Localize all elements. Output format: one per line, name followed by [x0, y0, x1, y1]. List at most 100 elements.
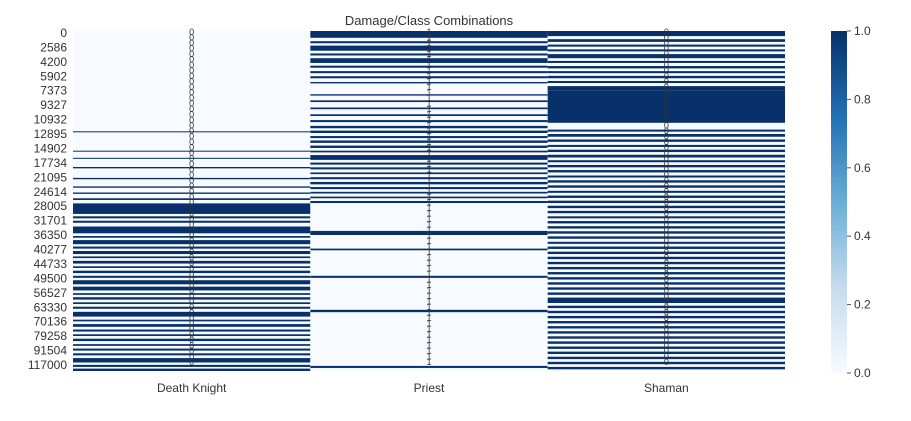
cell-annotation: 1: [426, 143, 431, 153]
y-tick-label: 0: [60, 26, 67, 40]
cell-annotation: 0: [189, 99, 194, 109]
colorbar-tick-label: 0.4: [854, 229, 871, 243]
cell-annotation: 0: [664, 33, 669, 43]
cell-annotation: 0: [664, 27, 669, 37]
cell-annotation: 0: [664, 176, 669, 186]
heatmap-band: [547, 31, 785, 37]
cell-annotation: 1: [426, 225, 431, 235]
cell-annotation: 1: [426, 55, 431, 65]
cell-annotation: 0: [189, 275, 194, 285]
cell-annotation: 0: [664, 324, 669, 334]
cell-annotation: 0: [664, 231, 669, 241]
cell-annotation: 0: [189, 55, 194, 65]
cell-annotation: 0: [664, 275, 669, 285]
cell-annotation: 1: [426, 357, 431, 367]
cell-annotation: 0: [189, 220, 194, 230]
cell-annotation: 0: [664, 291, 669, 301]
heatmap-band: [547, 210, 785, 214]
heatmap-band: [73, 275, 311, 278]
heatmap-band: [547, 326, 785, 329]
cell-annotation: 0: [189, 121, 194, 131]
cell-annotation: 1: [426, 44, 431, 54]
y-tick-label: 36350: [34, 228, 68, 242]
cell-annotation: 1: [426, 319, 431, 329]
heatmap-band: [547, 310, 785, 314]
cell-annotation: 0: [664, 335, 669, 345]
cell-annotation: 1: [426, 170, 431, 180]
cell-annotation: 0: [189, 77, 194, 87]
heatmap-band: [73, 198, 311, 200]
cell-annotation: 1: [426, 346, 431, 356]
cell-annotation: 1: [426, 126, 431, 136]
heatmap-band: [547, 44, 785, 47]
cell-annotation: 1: [426, 60, 431, 70]
cell-annotation: 1: [426, 154, 431, 164]
heatmap-band: [547, 346, 785, 349]
heatmap-band: [547, 71, 785, 74]
cell-annotation: 0: [189, 302, 194, 312]
cell-annotation: 0: [189, 236, 194, 246]
y-tick-label: 14902: [34, 141, 68, 155]
cell-annotation: 0: [189, 71, 194, 81]
heatmap-band: [547, 60, 785, 63]
heatmap-band: [547, 175, 785, 178]
cell-annotation: 0: [664, 137, 669, 147]
heatmap-band: [310, 140, 548, 143]
cell-annotation: 1: [426, 137, 431, 147]
heatmap-band: [73, 297, 311, 300]
y-tick-label: 5902: [40, 69, 67, 83]
cell-annotation: 0: [189, 148, 194, 158]
heatmap-band: [547, 185, 785, 188]
heatmap-band: [547, 231, 785, 234]
cell-annotation: 0: [189, 27, 194, 37]
heatmap-band: [310, 196, 548, 199]
colorbar: [831, 31, 847, 373]
heatmap-band: [547, 256, 785, 260]
cell-annotation: 0: [664, 165, 669, 175]
cell-annotation: 0: [664, 269, 669, 279]
heatmap-band: [310, 130, 548, 133]
cell-annotation: 1: [426, 110, 431, 120]
cell-annotation: 0: [664, 187, 669, 197]
cell-annotation: 0: [664, 49, 669, 59]
cell-annotation: 0: [664, 154, 669, 164]
heatmap-band: [310, 76, 548, 79]
y-tick-label: 91504: [34, 344, 68, 358]
heatmap-band: [547, 226, 785, 229]
cell-annotation: 0: [189, 49, 194, 59]
heatmap-band: [73, 311, 311, 317]
cell-annotation: 0: [664, 66, 669, 76]
cell-annotation: 0: [664, 297, 669, 307]
cell-annotation: 0: [664, 148, 669, 158]
cell-annotation: 0: [189, 93, 194, 103]
cell-annotation: 1: [426, 88, 431, 98]
heatmap-band: [310, 58, 548, 63]
heatmap-band: [73, 306, 311, 309]
cell-annotation: 0: [189, 258, 194, 268]
heatmap-band: [310, 41, 548, 44]
colorbar-tick-label: 1.0: [854, 24, 871, 38]
colorbar-tick-label: 0.6: [854, 161, 871, 175]
cell-annotation: 0: [664, 330, 669, 340]
heatmap-band: [73, 319, 311, 322]
heatmap-band: [310, 45, 548, 51]
heatmap-band: [310, 155, 548, 160]
cell-annotation: 1: [426, 181, 431, 191]
heatmap-band: [547, 272, 785, 275]
cell-annotation: 0: [189, 231, 194, 241]
cell-annotation: 0: [189, 341, 194, 351]
heatmap-band: [547, 139, 785, 142]
cell-annotation: 0: [664, 236, 669, 246]
cell-annotation: 1: [426, 236, 431, 246]
cell-annotation: 0: [664, 115, 669, 125]
cell-annotation: 0: [664, 203, 669, 213]
cell-annotation: 1: [426, 165, 431, 175]
heatmap-band: [73, 329, 311, 332]
heatmap-band: [547, 160, 785, 163]
cell-annotation: 1: [426, 77, 431, 87]
y-tick-label: 117000: [28, 358, 67, 372]
y-tick-label: 7373: [40, 84, 67, 98]
heatmap-band: [547, 180, 785, 183]
cell-annotation: 1: [426, 269, 431, 279]
